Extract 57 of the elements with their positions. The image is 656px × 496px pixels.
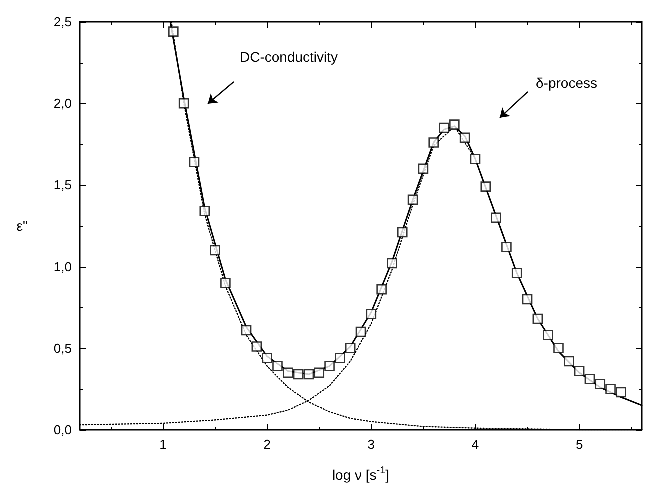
point xyxy=(543,330,554,340)
point xyxy=(178,98,190,109)
point xyxy=(491,212,502,223)
point xyxy=(262,353,272,364)
point xyxy=(210,245,220,256)
point xyxy=(304,369,314,380)
point xyxy=(564,356,574,367)
x-tick-label: 3 xyxy=(368,437,376,452)
point xyxy=(293,369,304,380)
point xyxy=(480,182,492,192)
point xyxy=(616,387,626,398)
point xyxy=(376,284,387,295)
point xyxy=(252,342,262,352)
point xyxy=(460,132,470,144)
y-tick-label: 0,5 xyxy=(54,340,72,356)
point xyxy=(408,194,418,206)
annotation: DC-conductivity xyxy=(240,49,338,65)
point xyxy=(283,368,294,378)
point xyxy=(241,325,252,336)
point xyxy=(397,227,408,238)
point xyxy=(450,120,460,130)
point xyxy=(272,361,283,372)
point xyxy=(502,242,512,252)
x-tick-label: 4 xyxy=(472,437,480,452)
point xyxy=(522,294,533,305)
point xyxy=(574,366,585,376)
point xyxy=(356,326,366,338)
point xyxy=(418,164,429,174)
point xyxy=(554,343,564,354)
y-axis-title: ε" xyxy=(16,218,28,234)
point xyxy=(314,368,325,378)
x-tick-label: 2 xyxy=(264,437,271,452)
point xyxy=(200,206,210,216)
point xyxy=(595,379,606,390)
point xyxy=(220,278,231,288)
y-tick-label: 2,0 xyxy=(54,96,72,112)
y-tick-label: 0,0 xyxy=(54,422,72,438)
x-tick-label: 5 xyxy=(576,437,584,452)
annotation: δ-process xyxy=(536,75,598,91)
point xyxy=(512,268,522,278)
point xyxy=(532,314,544,324)
x-tick-label: 1 xyxy=(160,437,167,452)
point xyxy=(324,361,335,372)
point xyxy=(335,353,346,364)
point xyxy=(345,343,356,354)
point xyxy=(366,308,377,320)
point xyxy=(428,138,439,148)
point xyxy=(189,157,200,168)
y-tick-label: 1,0 xyxy=(54,259,72,274)
point xyxy=(470,154,481,164)
point xyxy=(606,384,616,394)
y-tick-label: 2,5 xyxy=(54,14,72,30)
y-tick-label: 1,5 xyxy=(54,178,72,193)
point xyxy=(387,258,398,269)
point xyxy=(439,122,450,134)
point xyxy=(168,26,179,37)
point xyxy=(584,374,596,385)
